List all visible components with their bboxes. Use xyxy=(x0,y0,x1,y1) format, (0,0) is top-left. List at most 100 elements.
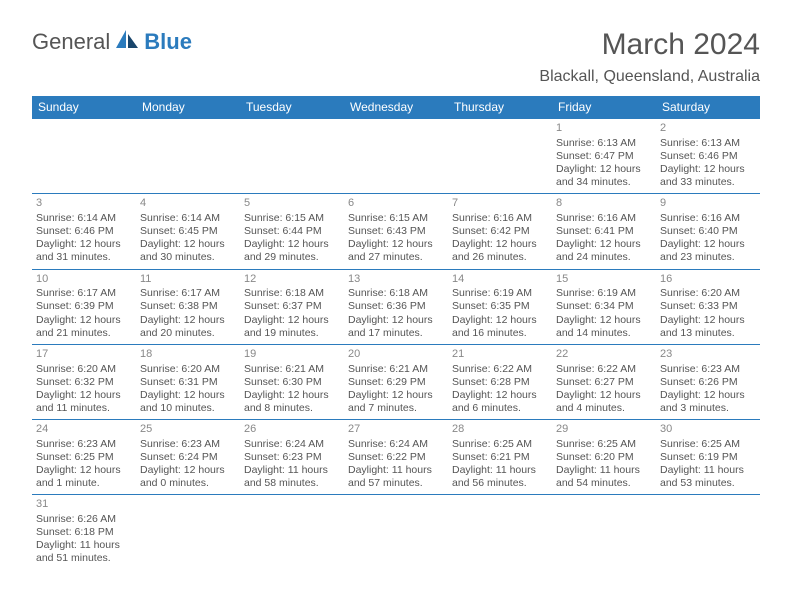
sail-icon xyxy=(114,28,140,55)
calendar-day-cell: 27Sunrise: 6:24 AMSunset: 6:22 PMDayligh… xyxy=(344,420,448,495)
calendar-day-cell xyxy=(552,495,656,570)
day-number: 21 xyxy=(452,348,548,362)
day-sunrise: Sunrise: 6:21 AM xyxy=(244,363,340,376)
day-sunrise: Sunrise: 6:15 AM xyxy=(348,212,444,225)
day-sunrise: Sunrise: 6:16 AM xyxy=(452,212,548,225)
day-daylight: Daylight: 12 hours and 24 minutes. xyxy=(556,238,652,264)
day-number: 29 xyxy=(556,423,652,437)
day-number: 5 xyxy=(244,197,340,211)
day-sunrise: Sunrise: 6:25 AM xyxy=(556,438,652,451)
title-block: March 2024 Blackall, Queensland, Austral… xyxy=(539,28,760,86)
day-sunset: Sunset: 6:45 PM xyxy=(140,225,236,238)
day-sunrise: Sunrise: 6:18 AM xyxy=(244,287,340,300)
day-sunset: Sunset: 6:46 PM xyxy=(36,225,132,238)
calendar-day-cell xyxy=(448,119,552,194)
day-daylight: Daylight: 12 hours and 19 minutes. xyxy=(244,314,340,340)
day-sunset: Sunset: 6:32 PM xyxy=(36,376,132,389)
day-daylight: Daylight: 12 hours and 10 minutes. xyxy=(140,389,236,415)
day-sunset: Sunset: 6:42 PM xyxy=(452,225,548,238)
calendar-week-row: 24Sunrise: 6:23 AMSunset: 6:25 PMDayligh… xyxy=(32,420,760,495)
day-sunrise: Sunrise: 6:21 AM xyxy=(348,363,444,376)
day-sunset: Sunset: 6:19 PM xyxy=(660,451,756,464)
day-sunset: Sunset: 6:40 PM xyxy=(660,225,756,238)
day-sunrise: Sunrise: 6:23 AM xyxy=(660,363,756,376)
calendar-day-cell: 28Sunrise: 6:25 AMSunset: 6:21 PMDayligh… xyxy=(448,420,552,495)
day-header: Monday xyxy=(136,96,240,119)
day-sunrise: Sunrise: 6:24 AM xyxy=(348,438,444,451)
day-daylight: Daylight: 12 hours and 29 minutes. xyxy=(244,238,340,264)
day-number: 17 xyxy=(36,348,132,362)
calendar-day-cell: 17Sunrise: 6:20 AMSunset: 6:32 PMDayligh… xyxy=(32,344,136,419)
day-number: 27 xyxy=(348,423,444,437)
day-sunrise: Sunrise: 6:13 AM xyxy=(556,137,652,150)
day-sunrise: Sunrise: 6:20 AM xyxy=(660,287,756,300)
day-number: 4 xyxy=(140,197,236,211)
calendar-day-cell: 12Sunrise: 6:18 AMSunset: 6:37 PMDayligh… xyxy=(240,269,344,344)
day-number: 10 xyxy=(36,273,132,287)
calendar-table: SundayMondayTuesdayWednesdayThursdayFrid… xyxy=(32,96,760,570)
calendar-day-cell xyxy=(656,495,760,570)
day-header: Tuesday xyxy=(240,96,344,119)
calendar-day-cell xyxy=(240,119,344,194)
calendar-day-cell: 14Sunrise: 6:19 AMSunset: 6:35 PMDayligh… xyxy=(448,269,552,344)
day-sunset: Sunset: 6:33 PM xyxy=(660,300,756,313)
day-number: 15 xyxy=(556,273,652,287)
day-number: 28 xyxy=(452,423,548,437)
day-sunset: Sunset: 6:39 PM xyxy=(36,300,132,313)
calendar-day-cell: 24Sunrise: 6:23 AMSunset: 6:25 PMDayligh… xyxy=(32,420,136,495)
day-sunrise: Sunrise: 6:26 AM xyxy=(36,513,132,526)
day-sunset: Sunset: 6:18 PM xyxy=(36,526,132,539)
calendar-day-cell: 21Sunrise: 6:22 AMSunset: 6:28 PMDayligh… xyxy=(448,344,552,419)
day-sunset: Sunset: 6:31 PM xyxy=(140,376,236,389)
day-daylight: Daylight: 12 hours and 11 minutes. xyxy=(36,389,132,415)
logo-text-general: General xyxy=(32,29,110,55)
calendar-day-cell: 25Sunrise: 6:23 AMSunset: 6:24 PMDayligh… xyxy=(136,420,240,495)
day-sunrise: Sunrise: 6:22 AM xyxy=(556,363,652,376)
day-daylight: Daylight: 12 hours and 20 minutes. xyxy=(140,314,236,340)
day-number: 11 xyxy=(140,273,236,287)
day-sunset: Sunset: 6:44 PM xyxy=(244,225,340,238)
calendar-day-cell: 13Sunrise: 6:18 AMSunset: 6:36 PMDayligh… xyxy=(344,269,448,344)
calendar-day-cell: 8Sunrise: 6:16 AMSunset: 6:41 PMDaylight… xyxy=(552,194,656,269)
calendar-day-cell: 30Sunrise: 6:25 AMSunset: 6:19 PMDayligh… xyxy=(656,420,760,495)
day-sunrise: Sunrise: 6:15 AM xyxy=(244,212,340,225)
day-sunset: Sunset: 6:29 PM xyxy=(348,376,444,389)
day-daylight: Daylight: 11 hours and 54 minutes. xyxy=(556,464,652,490)
day-sunrise: Sunrise: 6:14 AM xyxy=(36,212,132,225)
day-number: 20 xyxy=(348,348,444,362)
day-daylight: Daylight: 12 hours and 33 minutes. xyxy=(660,163,756,189)
day-number: 31 xyxy=(36,498,132,512)
day-number: 1 xyxy=(556,122,652,136)
calendar-day-cell: 22Sunrise: 6:22 AMSunset: 6:27 PMDayligh… xyxy=(552,344,656,419)
calendar-day-cell: 3Sunrise: 6:14 AMSunset: 6:46 PMDaylight… xyxy=(32,194,136,269)
calendar-week-row: 17Sunrise: 6:20 AMSunset: 6:32 PMDayligh… xyxy=(32,344,760,419)
day-daylight: Daylight: 12 hours and 13 minutes. xyxy=(660,314,756,340)
day-number: 19 xyxy=(244,348,340,362)
day-sunset: Sunset: 6:28 PM xyxy=(452,376,548,389)
day-daylight: Daylight: 12 hours and 17 minutes. xyxy=(348,314,444,340)
day-daylight: Daylight: 12 hours and 31 minutes. xyxy=(36,238,132,264)
day-header: Thursday xyxy=(448,96,552,119)
calendar-body: 1Sunrise: 6:13 AMSunset: 6:47 PM Daylight… xyxy=(32,119,760,570)
calendar-day-cell: 16Sunrise: 6:20 AMSunset: 6:33 PMDayligh… xyxy=(656,269,760,344)
day-sunrise: Sunrise: 6:19 AM xyxy=(452,287,548,300)
calendar-day-cell xyxy=(32,119,136,194)
calendar-day-cell xyxy=(136,495,240,570)
day-sunrise: Sunrise: 6:22 AM xyxy=(452,363,548,376)
day-sunset: Sunset: 6:47 PM xyxy=(556,150,652,163)
calendar-day-cell: 18Sunrise: 6:20 AMSunset: 6:31 PMDayligh… xyxy=(136,344,240,419)
day-number: 30 xyxy=(660,423,756,437)
day-number: 18 xyxy=(140,348,236,362)
calendar-day-cell: 11Sunrise: 6:17 AMSunset: 6:38 PMDayligh… xyxy=(136,269,240,344)
day-daylight: Daylight: 12 hours and 30 minutes. xyxy=(140,238,236,264)
day-header: Wednesday xyxy=(344,96,448,119)
day-header: Friday xyxy=(552,96,656,119)
day-sunset: Sunset: 6:34 PM xyxy=(556,300,652,313)
day-sunrise: Sunrise: 6:20 AM xyxy=(140,363,236,376)
logo: General Blue xyxy=(32,28,192,55)
day-number: 22 xyxy=(556,348,652,362)
calendar-header-row: SundayMondayTuesdayWednesdayThursdayFrid… xyxy=(32,96,760,119)
day-number: 8 xyxy=(556,197,652,211)
day-number: 6 xyxy=(348,197,444,211)
day-sunset: Sunset: 6:26 PM xyxy=(660,376,756,389)
